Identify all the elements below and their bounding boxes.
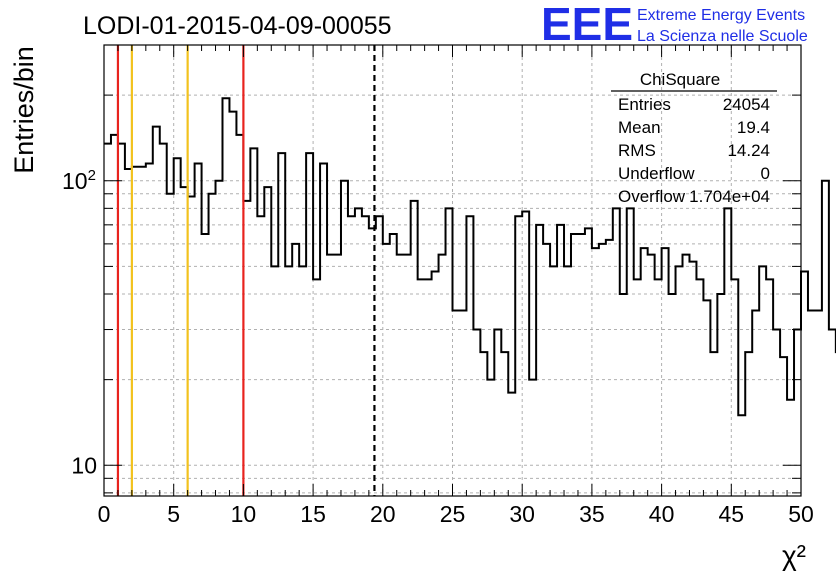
stats-value-mean: 19.4	[737, 118, 770, 137]
x-tick-label: 20	[370, 501, 396, 527]
x-tick-label: 40	[649, 501, 675, 527]
stats-value-rms: 14.24	[727, 141, 770, 160]
x-tick-label: 30	[509, 501, 535, 527]
stats-value-entries: 24054	[723, 95, 770, 114]
x-axis-label: χ²	[782, 540, 806, 571]
x-tick-label: 15	[300, 501, 326, 527]
x-tick-label: 50	[788, 501, 814, 527]
stats-value-underflow: 0	[761, 164, 770, 183]
x-tick-label: 0	[98, 501, 111, 527]
stats-label-rms: RMS	[618, 141, 656, 160]
logo-line1: Extreme Energy Events	[637, 7, 805, 24]
stats-title: ChiSquare	[640, 70, 720, 89]
x-tick-label: 35	[579, 501, 605, 527]
stats-label-mean: Mean	[618, 118, 661, 137]
logo-letters: EEE	[541, 0, 633, 50]
y-axis-label: Entries/bin	[9, 46, 39, 174]
stats-label-underflow: Underflow	[618, 164, 695, 183]
chart-title: LODI-01-2015-04-09-00055	[83, 12, 392, 40]
x-tick-label: 5	[167, 501, 180, 527]
x-tick-label: 10	[231, 501, 257, 527]
x-tick-label: 45	[719, 501, 745, 527]
x-tick-label: 25	[440, 501, 466, 527]
y-tick-label: 10	[71, 452, 97, 478]
stats-value-overflow: 1.704e+04	[689, 187, 770, 206]
logo-line2: La Scienza nelle Scuole	[637, 28, 808, 45]
stats-label-overflow: Overflow	[618, 187, 686, 206]
stats-label-entries: Entries	[618, 95, 671, 114]
